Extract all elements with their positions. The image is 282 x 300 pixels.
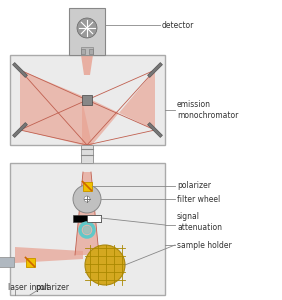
Bar [87,214,101,221]
Bar [82,95,92,105]
Bar [13,63,27,77]
Text: signal
attenuation: signal attenuation [177,212,222,232]
Bar [83,182,91,190]
Bar [81,49,85,54]
Bar [69,8,105,55]
Text: emission
monochromator: emission monochromator [177,100,238,120]
Circle shape [83,226,91,234]
Polygon shape [75,172,99,255]
Bar [10,55,165,145]
Text: detector: detector [162,20,194,29]
Bar [73,214,101,221]
Bar [89,49,93,54]
Circle shape [73,185,101,213]
Bar [13,123,27,137]
Polygon shape [20,70,92,145]
Polygon shape [81,55,93,75]
Circle shape [77,18,97,38]
Bar [147,123,162,137]
Text: filter wheel: filter wheel [177,194,220,203]
Bar [147,63,162,77]
Circle shape [85,245,125,285]
Bar [25,257,34,266]
Polygon shape [15,247,83,263]
Bar [10,163,165,295]
Text: polarizer: polarizer [177,182,211,190]
Bar [81,145,93,163]
Text: polarizer: polarizer [35,283,69,292]
Polygon shape [82,70,155,145]
Text: sample holder: sample holder [177,241,232,250]
Bar [81,47,93,55]
Bar [0,257,14,267]
Text: laser input: laser input [8,283,49,292]
Circle shape [84,196,90,202]
